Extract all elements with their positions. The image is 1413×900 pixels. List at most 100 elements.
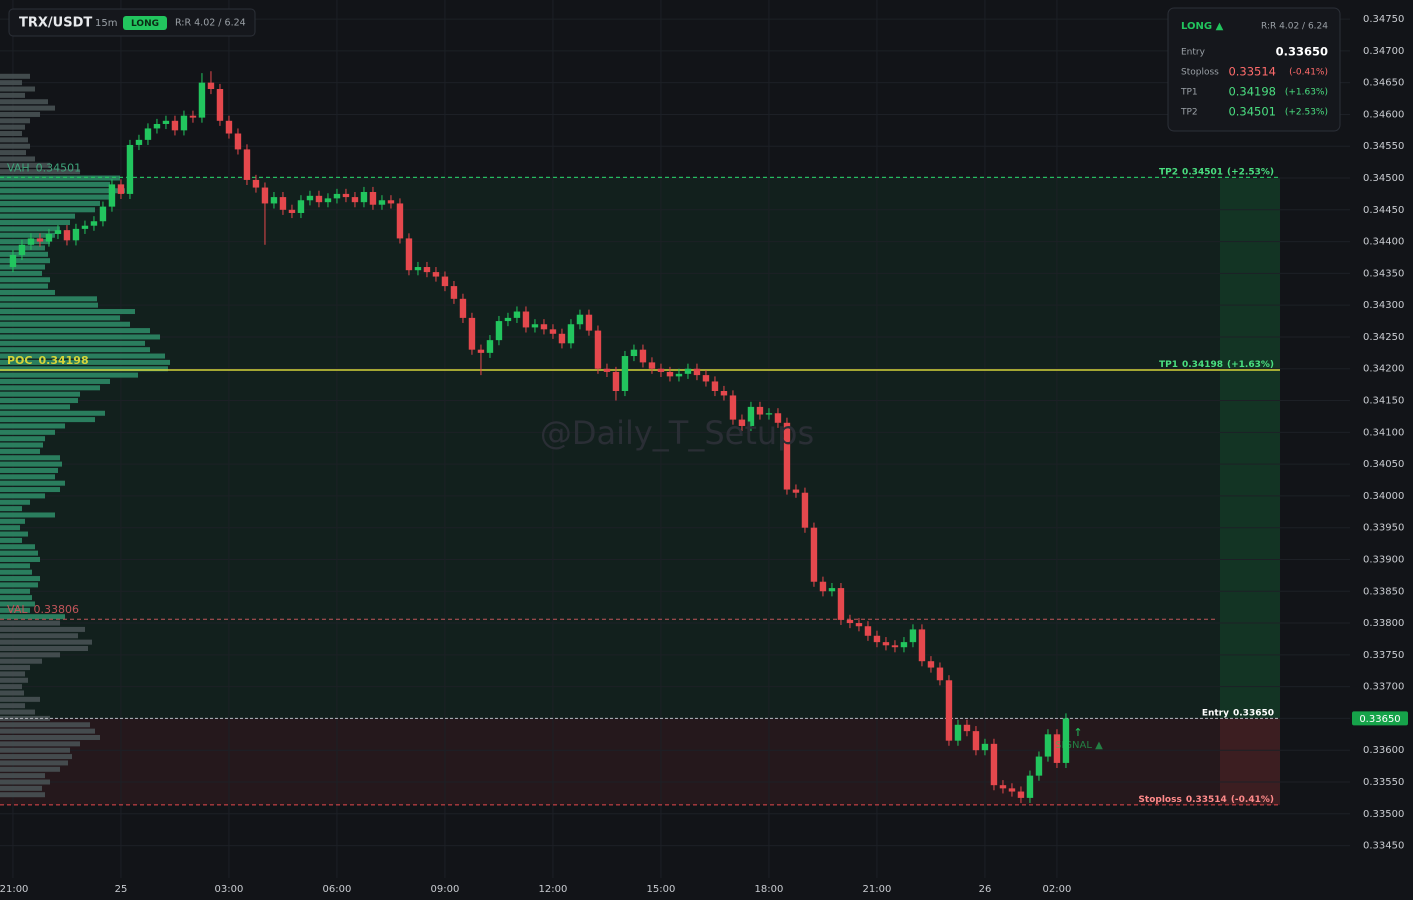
candle-body [378,200,386,205]
panel-rr: R:R 4.02 / 6.24 [1261,22,1328,32]
candle-body [720,390,728,396]
last-price-tag [1352,711,1408,726]
profile-bar [0,92,25,98]
candle-body [567,324,575,344]
y-tick-label: 0.34350 [1363,268,1404,279]
profile-bar [0,118,30,124]
panel-row-change: (-0.41%) [1289,68,1328,78]
candle-body [414,267,422,271]
profile-bar [0,493,45,499]
candle-body [54,230,62,234]
candle-body [261,187,269,204]
profile-bar [0,480,65,486]
trade-name: TP1 [1159,360,1178,370]
candle-body [450,286,458,299]
panel-row-price: 0.33514 [1228,65,1276,79]
panel-row-change: (+1.63%) [1285,88,1328,98]
candle-body [594,330,602,369]
candle-body [900,642,908,648]
y-tick-label: 0.34400 [1363,237,1404,248]
profile-bar [0,550,38,556]
candle-body [711,381,719,391]
signal: SIGNAL ▲ [1055,740,1103,751]
profile-bar [0,595,32,601]
candle-body [306,195,314,201]
candle-body [882,642,890,646]
profile-bar [0,404,70,410]
profile-bar [0,487,60,493]
risk-reward: R:R 4.02 / 6.24 [175,18,246,29]
trade-change: (-0.41%) [1231,794,1274,804]
profile-bar [0,696,40,702]
profile-bar [0,207,95,213]
candle-body [180,115,188,131]
profile-bar [0,614,65,620]
profile-bar [0,677,28,683]
candle-body [648,362,656,369]
x-tick-label: 26 [979,884,992,895]
profile-bar [0,232,55,238]
profile-bar [0,645,88,651]
candle-body [891,645,899,648]
candle-body [963,724,971,732]
candle-body [207,82,215,90]
profile-bar [0,378,110,384]
y-tick-label: 0.34450 [1363,205,1404,216]
trade-line-label: Stoploss 0.33514 (-0.41%) [1138,794,1274,804]
profile-bar [0,213,75,219]
candle-body [153,123,161,129]
candle-body [315,195,323,203]
y-tick-label: 0.33800 [1363,618,1404,629]
x-tick-label: 25 [115,884,128,895]
profile-bar [0,474,55,480]
profile-bar [0,150,26,156]
profile-bar [0,372,138,378]
candle-body [279,197,287,210]
candle-body [1008,788,1016,792]
y-tick-label: 0.33750 [1363,650,1404,661]
level-name: POC [7,354,33,367]
profile-bar [0,258,50,264]
candle-body [117,184,125,194]
candle-body [684,368,692,374]
candle-body [270,197,278,204]
profile-bar [0,588,30,594]
candle-body [603,368,611,372]
x-tick-label: 21:00 [863,884,892,895]
profile-bar [0,703,25,709]
y-tick-label: 0.34300 [1363,300,1404,311]
candle-body [405,238,413,271]
level-value: 0.34501 [36,161,82,174]
panel-row-change: (+2.53%) [1285,108,1328,118]
profile-bar [0,398,78,404]
candle-body [918,629,926,662]
profile-bar [0,544,35,550]
profile-bar [0,512,55,518]
profile-bar [0,499,30,505]
candle-body [981,743,989,751]
level-value: 0.34198 [39,354,89,367]
profile-bar [0,239,50,245]
candle-body [693,368,701,376]
profile-bar [0,366,168,372]
profile-bar [0,353,165,359]
candle-body [657,368,665,372]
profile-bar [0,391,80,397]
candle-body [288,209,296,213]
candle-body [243,149,251,180]
profile-bar [0,728,95,734]
candle-body [1053,734,1061,763]
candle-body [792,489,800,493]
candle-body [621,356,629,391]
profile-bar [0,131,22,137]
candle-body [549,329,557,334]
trade-change: (+2.53%) [1227,167,1274,177]
candle-body [783,422,791,490]
candle-body [225,120,233,134]
profile-bar [0,347,150,353]
candle-body [855,623,863,627]
candle-body [936,667,944,681]
candle-body [423,267,431,273]
panel-row-name: Stoploss [1181,68,1219,78]
